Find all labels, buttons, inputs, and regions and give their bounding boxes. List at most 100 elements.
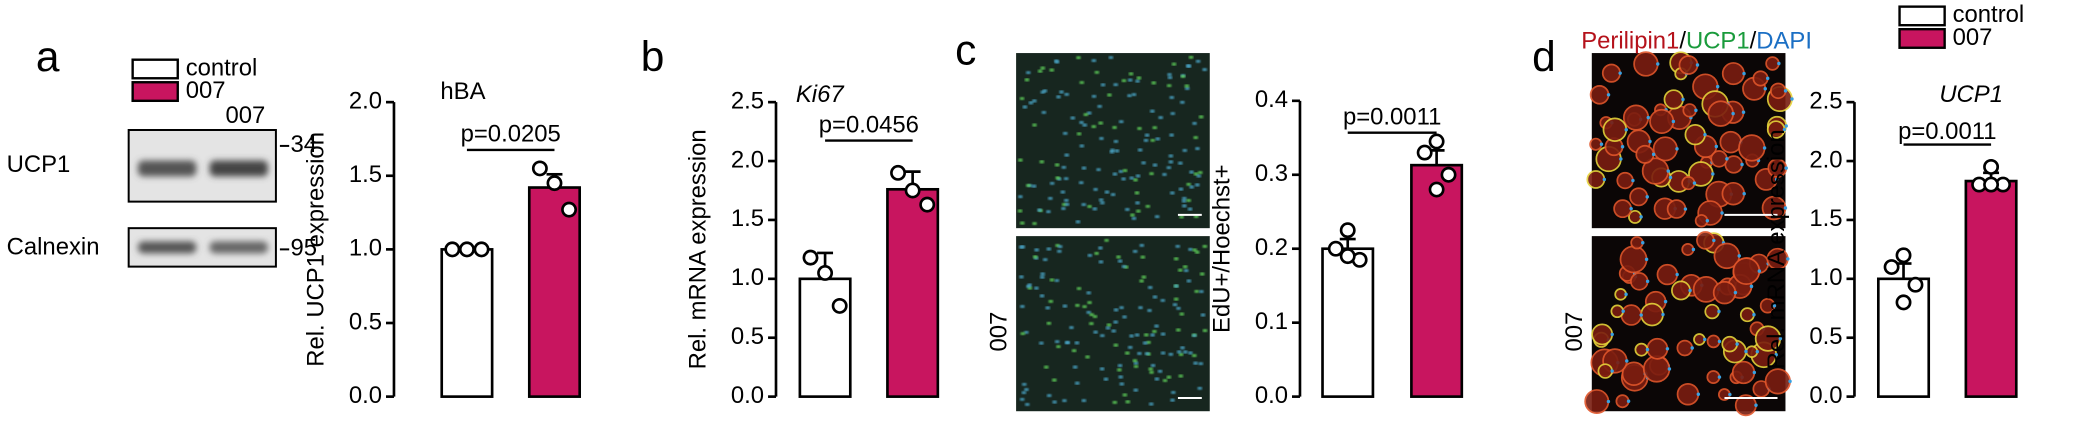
legend-swatch: [131, 81, 179, 103]
nucleus: [1127, 94, 1132, 98]
nucleus: [1028, 101, 1034, 105]
nucleus: [1181, 204, 1187, 208]
nucleus: [1017, 158, 1023, 162]
chart-title: Ki67: [796, 81, 844, 108]
nucleus: [1624, 292, 1628, 297]
nucleus: [1125, 400, 1131, 404]
adipocyte: [1629, 187, 1649, 207]
data-point: [1339, 248, 1356, 265]
nucleus: [1137, 127, 1142, 130]
kda-label: 34: [291, 131, 318, 158]
nucleus: [1619, 157, 1623, 161]
nucleus: [1606, 399, 1611, 404]
nucleus: [1692, 181, 1697, 185]
band-label: Calnexin: [7, 233, 100, 260]
nucleus: [1162, 379, 1168, 383]
adipocyte: [1610, 304, 1625, 319]
nucleus: [1774, 177, 1779, 182]
nucleus: [1092, 315, 1098, 319]
nucleus: [1097, 104, 1103, 108]
nucleus: [1149, 370, 1154, 374]
nucleus: [1784, 166, 1788, 170]
adipocyte: [1739, 307, 1755, 323]
nucleus: [1037, 208, 1042, 212]
nucleus: [1181, 196, 1187, 200]
nucleus: [1111, 329, 1117, 333]
nucleus: [1639, 313, 1643, 317]
adipocyte: [1630, 272, 1649, 291]
nucleus: [1104, 190, 1110, 194]
nucleus: [1113, 320, 1119, 324]
nucleus: [1778, 336, 1783, 341]
nucleus: [1086, 291, 1092, 295]
nucleus: [1733, 290, 1738, 295]
adipocyte: [1622, 104, 1650, 131]
nucleus: [1199, 272, 1205, 276]
nucleus: [1177, 268, 1183, 272]
nucleus: [1681, 97, 1685, 102]
y-tick-label: 2.5: [731, 87, 764, 114]
adipocyte: [1721, 181, 1746, 206]
adipocyte: [1707, 100, 1734, 127]
nucleus: [1169, 96, 1175, 99]
nucleus: [1173, 257, 1179, 261]
panel-label: d: [1532, 33, 1556, 80]
nucleus: [1152, 126, 1158, 130]
adipocyte: [1601, 63, 1621, 83]
legend-label: control: [1953, 1, 2025, 28]
nucleus: [1202, 68, 1208, 72]
nucleus: [1032, 255, 1038, 259]
nucleus: [1150, 364, 1156, 367]
adipocyte: [1671, 280, 1691, 301]
nucleus: [1695, 63, 1700, 67]
nucleus: [1039, 160, 1045, 164]
nucleus: [1194, 183, 1200, 187]
nucleus: [1063, 177, 1069, 181]
nucleus: [1645, 347, 1650, 352]
chart-title: hBA: [440, 78, 485, 105]
bar: [527, 186, 582, 398]
nucleus: [1714, 144, 1719, 149]
stain-part: /: [1679, 28, 1686, 55]
nucleus: [1087, 205, 1092, 208]
nucleus: [1199, 290, 1204, 293]
nucleus: [1717, 309, 1721, 314]
adipocyte: [1731, 360, 1756, 385]
nucleus: [1113, 343, 1119, 347]
adipocyte: [1589, 84, 1610, 105]
band-label: UCP1: [7, 151, 71, 178]
nucleus: [1162, 172, 1167, 176]
legend-label: control: [186, 54, 258, 81]
nucleus: [1749, 284, 1754, 289]
data-point: [904, 182, 921, 199]
nucleus: [1782, 127, 1787, 132]
nucleus: [1610, 332, 1614, 337]
nucleus: [1048, 299, 1054, 303]
nucleus: [1728, 392, 1732, 397]
nucleus: [1784, 124, 1788, 128]
nucleus: [1082, 123, 1088, 127]
kda-label: 95: [291, 235, 318, 262]
panel-label: c: [955, 26, 976, 73]
data-point: [1895, 294, 1912, 311]
adipocyte: [1682, 103, 1697, 118]
nucleus: [1599, 142, 1604, 146]
data-point: [1428, 181, 1445, 198]
nucleus: [1142, 341, 1148, 345]
nucleus: [1019, 97, 1025, 100]
bar: [1964, 179, 2018, 398]
nucleus: [1179, 312, 1185, 316]
nucleus: [1112, 172, 1118, 176]
nucleus: [1189, 170, 1194, 174]
nucleus: [1191, 354, 1197, 358]
adipocyte: [1765, 56, 1780, 71]
nucleus: [1198, 115, 1204, 119]
nucleus: [1094, 251, 1099, 255]
nucleus: [1106, 323, 1112, 327]
nucleus: [1703, 132, 1707, 137]
nucleus: [1099, 367, 1105, 371]
nucleus: [1056, 345, 1061, 349]
nucleus: [1031, 184, 1037, 188]
nucleus: [1705, 219, 1710, 223]
nucleus: [1147, 286, 1153, 289]
